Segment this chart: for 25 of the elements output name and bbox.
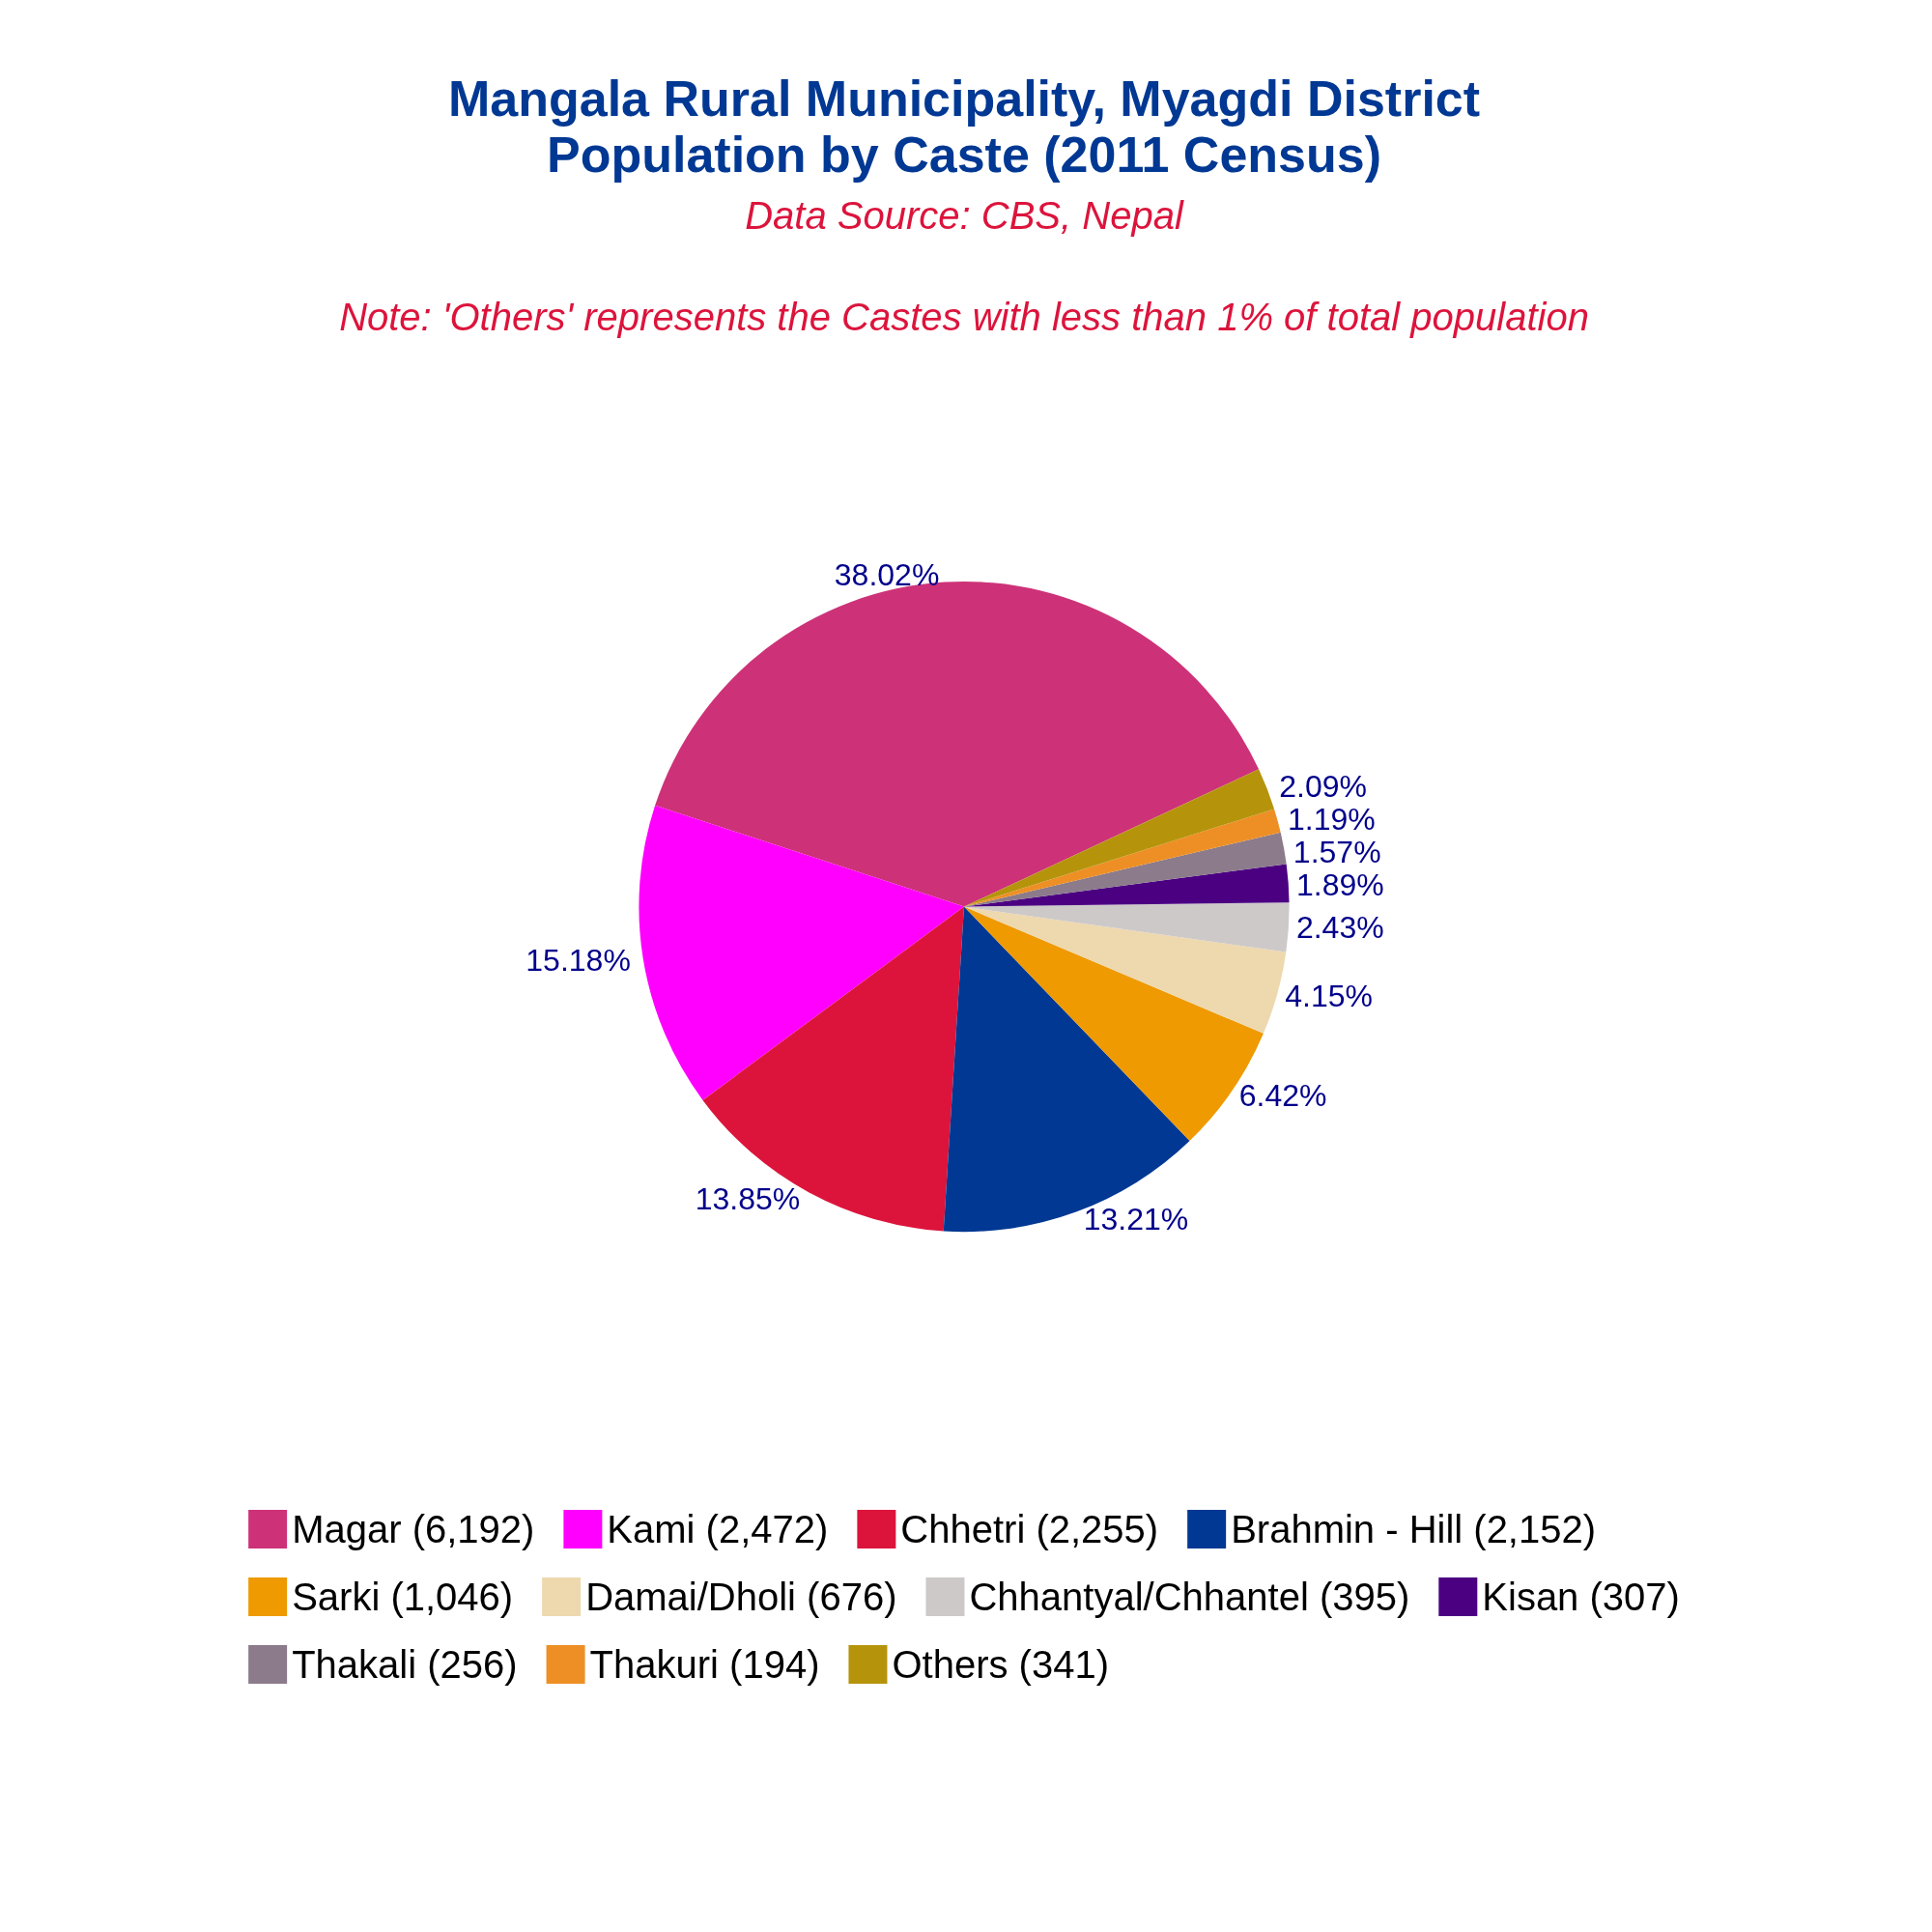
legend-label: Kisan (307) xyxy=(1482,1576,1680,1618)
data-label: 15.18% xyxy=(526,942,631,978)
legend-label: Others (341) xyxy=(892,1643,1109,1686)
data-label: 6.42% xyxy=(1238,1077,1327,1113)
legend-label: Magar (6,192) xyxy=(292,1508,535,1550)
legend-label: Damai/Dholi (676) xyxy=(585,1576,897,1618)
data-label: 2.09% xyxy=(1279,768,1367,804)
legend-label: Chhetri (2,255) xyxy=(900,1508,1159,1550)
text: Note: 'Others' represents the Castes with less than 1% of total population xyxy=(339,296,1589,338)
data-label: 1.19% xyxy=(1287,801,1376,837)
legend-label: Sarki (1,046) xyxy=(292,1576,514,1618)
data-label: 13.85% xyxy=(695,1181,801,1217)
data-label: 2.43% xyxy=(1295,910,1384,946)
data-label: 1.57% xyxy=(1293,834,1381,869)
chart-subtitle: Data Source: CBS, Nepal xyxy=(745,194,1184,237)
legend-label: Brahmin - Hill (2,152) xyxy=(1231,1508,1597,1550)
chart-title: Mangala Rural Municipality, Myagdi District Population by Caste (2011 Census) xyxy=(447,71,1481,183)
data-label: 38.02% xyxy=(834,556,940,592)
legend-label: Thakuri (194) xyxy=(589,1643,820,1686)
data-label: 13.21% xyxy=(1083,1202,1189,1237)
legend-label: Kami (2,472) xyxy=(607,1508,829,1550)
legend-label: Thakali (256) xyxy=(292,1643,518,1686)
data-label: 1.89% xyxy=(1296,867,1384,902)
legend-label: Chhantyal/Chhantel (395) xyxy=(969,1576,1410,1618)
data-label: 4.15% xyxy=(1285,978,1373,1013)
